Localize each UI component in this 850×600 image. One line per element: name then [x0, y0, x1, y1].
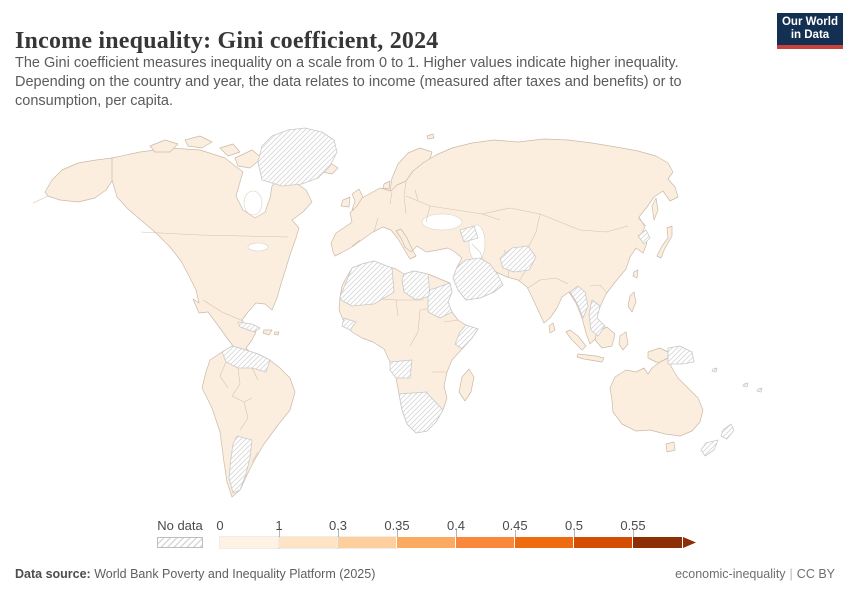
source-label: Data source: [15, 567, 91, 581]
region-sri-lanka[interactable] [548, 322, 556, 334]
aleutian-chain [32, 195, 49, 204]
nodata-caucasus[interactable] [459, 225, 479, 243]
nodata-sudan[interactable] [427, 282, 453, 319]
legend-tick [338, 530, 339, 537]
nodata-libya[interactable] [401, 270, 431, 301]
legend-tick [279, 530, 280, 537]
legend-bin[interactable] [456, 537, 515, 548]
nodata-papua-new-guinea[interactable] [667, 345, 695, 365]
legend-tick-label: 0.35 [384, 518, 410, 533]
legend-tick-label: 0.4 [446, 518, 466, 533]
legend-bin[interactable] [515, 537, 574, 548]
license-link[interactable]: CC BY [796, 567, 835, 581]
legend-tick-label: 0 [216, 518, 224, 533]
legend-tick [397, 530, 398, 537]
region-eurasia[interactable] [330, 138, 679, 345]
region-tasmania[interactable] [665, 441, 676, 453]
region-north-america[interactable] [111, 147, 313, 371]
footer-attribution: economic-inequality | CC BY [675, 567, 835, 581]
black-sea [421, 213, 463, 231]
nodata-afghanistan-turkmenistan[interactable] [499, 245, 537, 273]
region-madagascar[interactable] [458, 368, 475, 402]
subtitle-line: The Gini coefficient measures inequality… [15, 55, 679, 71]
attribution-divider: | [789, 567, 793, 581]
owid-logo-line2: in Data [790, 29, 830, 41]
nodata-laos-cambodia[interactable] [588, 299, 606, 337]
legend-tick [515, 530, 516, 537]
region-denmark[interactable] [382, 180, 391, 190]
legend-tick-label: 0.5 [564, 518, 584, 533]
owid-logo-line1: Our World [781, 16, 838, 28]
nodata-argentina[interactable] [228, 435, 253, 494]
legend-bin[interactable] [397, 537, 456, 548]
nodata-southern-africa[interactable] [398, 391, 444, 434]
region-south-america[interactable] [201, 345, 296, 498]
nodata-myanmar[interactable] [569, 285, 589, 319]
legend-tick-label: 0.3 [328, 518, 348, 533]
owid-logo[interactable]: Our World in Data [777, 13, 843, 49]
source-link[interactable]: World Bank Poverty and Inequality Platfo… [90, 567, 376, 581]
legend-tick-label: 0.45 [502, 518, 528, 533]
attribution-link[interactable]: economic-inequality [675, 567, 786, 581]
nodata-venezuela-guyanas[interactable] [221, 345, 271, 373]
region-indonesia[interactable] [565, 326, 669, 365]
region-ireland[interactable] [340, 196, 351, 208]
nodata-pacific-islands[interactable] [711, 367, 763, 393]
nodata-west-africa-coast[interactable] [341, 317, 357, 331]
legend-tick-label: 0.55 [620, 518, 646, 533]
hudson-bay [243, 190, 263, 216]
legend-bin[interactable] [219, 536, 280, 549]
great-lakes [247, 242, 269, 252]
page-title: Income inequality: Gini coefficient, 202… [15, 28, 439, 55]
nodata-north-korea[interactable] [637, 229, 651, 245]
footer-source: Data source: World Bank Poverty and Ineq… [15, 567, 375, 581]
legend-bin[interactable] [633, 537, 683, 548]
subtitle-line: Depending on the country and year, the d… [15, 74, 682, 90]
nodata-angola[interactable] [389, 359, 413, 379]
nodata-northwest-africa[interactable] [339, 260, 395, 307]
chart-subtitle: The Gini coefficient measures inequality… [15, 54, 715, 111]
region-japan[interactable] [656, 225, 673, 259]
legend-tick-label: 1 [275, 518, 283, 533]
legend-bin[interactable] [574, 537, 633, 548]
no-data-label: No data [157, 518, 203, 533]
legend-bin[interactable] [337, 536, 398, 549]
legend-tick [633, 530, 634, 537]
no-data-regions[interactable] [221, 127, 763, 494]
nodata-cuba[interactable] [237, 321, 261, 333]
region-central-america-islands[interactable] [262, 329, 280, 336]
region-alaska[interactable] [44, 157, 115, 203]
land-regions[interactable] [32, 133, 704, 498]
region-australia[interactable] [609, 357, 704, 437]
nodata-somalia[interactable] [454, 324, 479, 350]
legend-bin[interactable] [278, 536, 339, 549]
region-svalbard[interactable] [426, 133, 435, 140]
no-data-swatch[interactable] [157, 537, 203, 548]
arctic-islands[interactable] [149, 135, 263, 169]
region-taiwan[interactable] [632, 269, 639, 279]
nodata-arabia[interactable] [452, 257, 504, 301]
nodata-new-zealand[interactable] [700, 423, 735, 457]
region-philippines[interactable] [627, 291, 637, 313]
subtitle-line: consumption, per capita. [15, 93, 173, 109]
legend-tick [456, 530, 457, 537]
legend-arrow [683, 537, 696, 548]
nodata-greenland[interactable] [257, 127, 338, 187]
region-sakhalin[interactable] [651, 197, 659, 221]
legend-tick [574, 530, 575, 537]
